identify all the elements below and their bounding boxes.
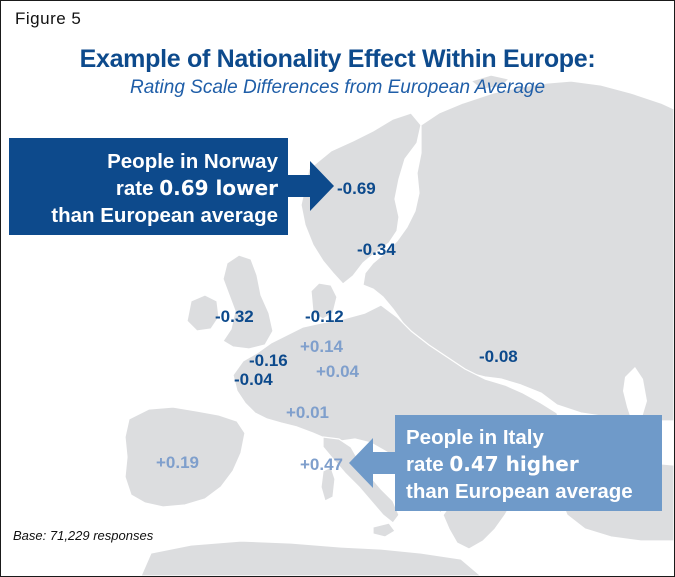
italy-landmass — [322, 436, 400, 524]
norway-callout-box: People in Norway rate 0.69 lower than Eu… — [9, 138, 288, 235]
page-subtitle: Rating Scale Differences from European A… — [129, 77, 546, 98]
value-spain: +0.19 — [156, 453, 200, 472]
base-note: Base: 71,229 responses — [13, 528, 154, 543]
value-central-europe: +0.04 — [316, 362, 360, 381]
value-netherlands: -0.16 — [249, 351, 288, 370]
italy-callout-line1: People in Italy — [406, 426, 544, 449]
value-belgium: -0.04 — [234, 370, 273, 389]
value-united-kingdom: -0.32 — [215, 307, 254, 326]
value-norway: -0.69 — [337, 179, 376, 198]
ireland-landmass — [186, 294, 220, 332]
value-italy: +0.47 — [300, 455, 344, 474]
corsica-sardinia-landmass — [320, 466, 336, 502]
norway-callout-emphasis: 0.69 lower — [159, 176, 278, 200]
page-title: Example of Nationality Effect Within Eur… — [79, 45, 596, 73]
italy-callout-emphasis: 0.47 higher — [449, 452, 579, 476]
scandinavia-landmass — [300, 112, 422, 285]
value-germany: +0.14 — [300, 337, 344, 356]
value-russia: -0.08 — [479, 347, 518, 366]
arctic-islands-landmass — [470, 74, 510, 90]
italy-callout-line3: than European average — [406, 480, 633, 503]
norway-callout-line2: rate 0.69 lower — [115, 176, 278, 200]
norway-callout-line1: People in Norway — [107, 150, 278, 173]
iberia-landmass — [124, 406, 246, 508]
figure-label: Figure 5 — [15, 9, 82, 28]
italy-callout-box: People in Italy rate 0.47 higher than Eu… — [395, 415, 662, 511]
norway-callout-arrow-icon — [288, 161, 334, 211]
value-sweden: -0.34 — [357, 240, 396, 259]
italy-callout-line2: rate 0.47 higher — [406, 452, 579, 476]
italy-callout-arrow-icon — [349, 438, 395, 488]
great-britain-landmass — [222, 254, 274, 350]
sicily-landmass — [372, 522, 396, 538]
norway-callout-line3: than European average — [51, 204, 278, 227]
caspian-sea — [623, 367, 647, 425]
denmark-landmass — [310, 282, 338, 320]
value-denmark: -0.12 — [305, 307, 344, 326]
north-africa-landmass — [140, 540, 482, 576]
value-switzerland: +0.01 — [286, 403, 330, 422]
